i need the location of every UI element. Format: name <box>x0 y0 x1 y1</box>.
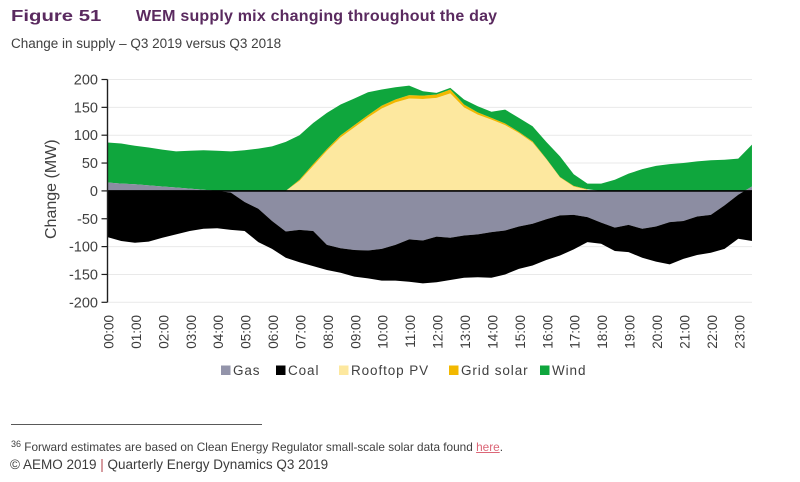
svg-text:23:00: 23:00 <box>732 315 747 349</box>
svg-text:16:00: 16:00 <box>540 315 555 349</box>
svg-text:08:00: 08:00 <box>321 315 336 349</box>
svg-text:04:00: 04:00 <box>211 315 226 349</box>
svg-text:-50: -50 <box>77 212 98 228</box>
svg-text:-150: -150 <box>69 267 98 283</box>
svg-text:18:00: 18:00 <box>595 315 610 349</box>
svg-text:Grid solar: Grid solar <box>461 363 529 378</box>
svg-text:50: 50 <box>82 156 98 172</box>
svg-text:02:00: 02:00 <box>156 315 171 349</box>
svg-text:03:00: 03:00 <box>184 315 199 349</box>
svg-text:06:00: 06:00 <box>266 315 281 349</box>
svg-text:15:00: 15:00 <box>513 315 528 349</box>
svg-text:14:00: 14:00 <box>485 315 500 349</box>
svg-text:10:00: 10:00 <box>376 315 391 349</box>
svg-text:00:00: 00:00 <box>102 315 117 349</box>
svg-text:100: 100 <box>74 128 98 144</box>
svg-text:Wind: Wind <box>552 363 586 378</box>
svg-text:22:00: 22:00 <box>705 315 720 349</box>
svg-text:11:00: 11:00 <box>403 315 418 348</box>
svg-text:150: 150 <box>74 100 98 116</box>
svg-text:07:00: 07:00 <box>293 315 308 349</box>
svg-text:-200: -200 <box>69 295 98 311</box>
svg-text:12:00: 12:00 <box>431 315 446 349</box>
svg-text:20:00: 20:00 <box>650 315 665 349</box>
svg-text:19:00: 19:00 <box>623 315 638 349</box>
svg-text:13:00: 13:00 <box>458 315 473 349</box>
svg-text:Coal: Coal <box>288 363 319 378</box>
svg-text:-100: -100 <box>69 240 98 256</box>
svg-text:21:00: 21:00 <box>677 315 692 349</box>
svg-text:01:00: 01:00 <box>129 315 144 349</box>
svg-text:Change (MW): Change (MW) <box>43 139 60 239</box>
svg-text:200: 200 <box>74 73 98 89</box>
svg-text:Gas: Gas <box>233 363 260 378</box>
svg-text:05:00: 05:00 <box>239 315 254 349</box>
svg-text:09:00: 09:00 <box>348 315 363 349</box>
svg-text:17:00: 17:00 <box>568 315 583 349</box>
svg-text:Rooftop PV: Rooftop PV <box>351 363 429 378</box>
svg-text:0: 0 <box>90 184 98 200</box>
